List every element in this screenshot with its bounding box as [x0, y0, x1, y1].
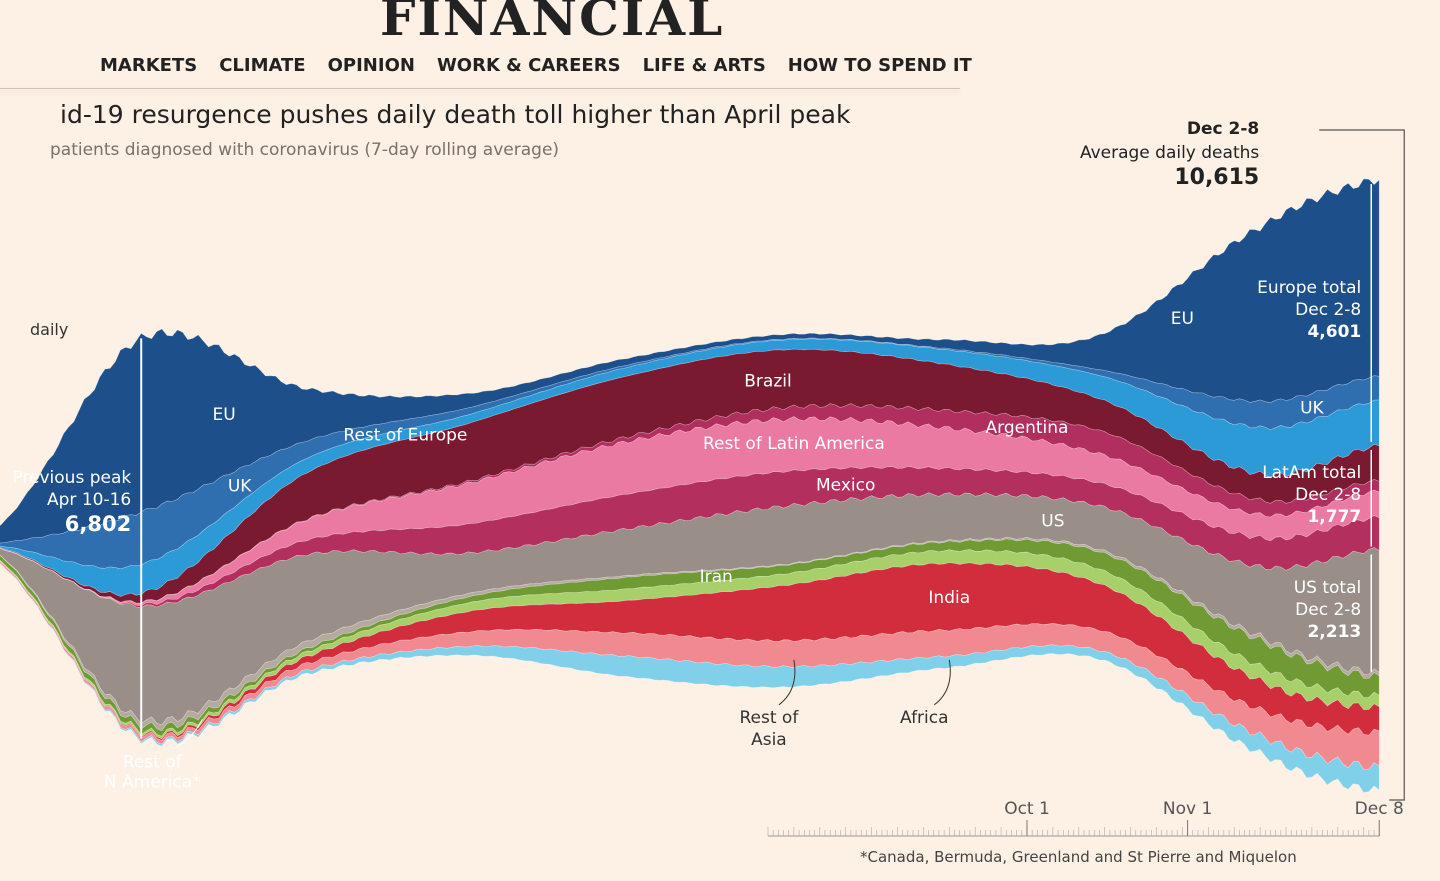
previous-peak-label: Previous peak [12, 468, 131, 488]
rest-of-asia-label: Rest of [739, 708, 799, 728]
europe-total-period: Dec 2-8 [1295, 300, 1361, 320]
x-tick-label: Dec 8 [1355, 799, 1404, 819]
footnote: *Canada, Bermuda, Greenland and St Pierr… [860, 848, 1297, 866]
latam-total-value: 1,777 [1307, 507, 1361, 527]
us-total-label: US total [1294, 578, 1362, 598]
rest-of-asia-label: Asia [751, 730, 787, 750]
top-nav: MARKETS CLIMATE OPINION WORK & CAREERS L… [100, 55, 972, 76]
rest-of-asia-leader [778, 659, 796, 706]
series-label: EU [1171, 309, 1194, 329]
latam-total-period: Dec 2-8 [1295, 485, 1361, 505]
series-area-africa [0, 562, 1380, 793]
nav-markets[interactable]: MARKETS [100, 55, 198, 76]
x-tick-label: Nov 1 [1163, 799, 1212, 819]
nav-climate[interactable]: CLIMATE [219, 55, 306, 76]
series-label: US [1041, 511, 1064, 531]
rest-n-america-leader [172, 719, 203, 750]
chart-subtitle: patients diagnosed with coronavirus (7-d… [50, 140, 560, 160]
series-label: EU [213, 405, 236, 425]
previous-peak-value: 6,802 [65, 512, 131, 536]
previous-peak-period: Apr 10-16 [47, 490, 131, 510]
nav-life-arts[interactable]: LIFE & ARTS [642, 55, 766, 76]
current-period: Dec 2-8 [1187, 119, 1259, 139]
x-tick-label: Oct 1 [1004, 799, 1050, 819]
latam-total-label: LatAm total [1262, 463, 1361, 483]
series-label: Argentina [986, 418, 1069, 438]
series-label: India [928, 588, 970, 608]
current-bracket [1319, 129, 1405, 801]
series-label: Brazil [744, 372, 791, 392]
chart-title: id-19 resurgence pushes daily death toll… [60, 100, 851, 129]
series-label: Rest of Europe [343, 425, 467, 445]
series-label: Iran [700, 567, 733, 587]
africa-leader [933, 659, 951, 706]
us-total-period: Dec 2-8 [1295, 600, 1361, 620]
nav-divider [0, 88, 960, 89]
series-label: UK [1300, 398, 1324, 418]
europe-total-value: 4,601 [1307, 322, 1361, 342]
y-axis-label: daily [30, 320, 69, 339]
nav-opinion[interactable]: OPINION [327, 55, 415, 76]
series-label: Rest of Latin America [703, 434, 885, 454]
current-value: 10,615 [1174, 165, 1259, 190]
rest-n-america-label: Rest of [123, 752, 183, 772]
africa-label: Africa [900, 708, 949, 728]
rest-n-america-label: N America* [104, 772, 201, 792]
current-label: Average daily deaths [1080, 143, 1259, 163]
series-label: UK [228, 476, 252, 496]
nav-how-to-spend-it[interactable]: HOW TO SPEND IT [787, 55, 972, 76]
ft-masthead[interactable]: FINANCIAL [380, 0, 725, 47]
europe-total-label: Europe total [1257, 278, 1361, 298]
series-label: Mexico [816, 476, 875, 496]
us-total-value: 2,213 [1307, 622, 1361, 642]
nav-work-careers[interactable]: WORK & CAREERS [436, 55, 621, 76]
